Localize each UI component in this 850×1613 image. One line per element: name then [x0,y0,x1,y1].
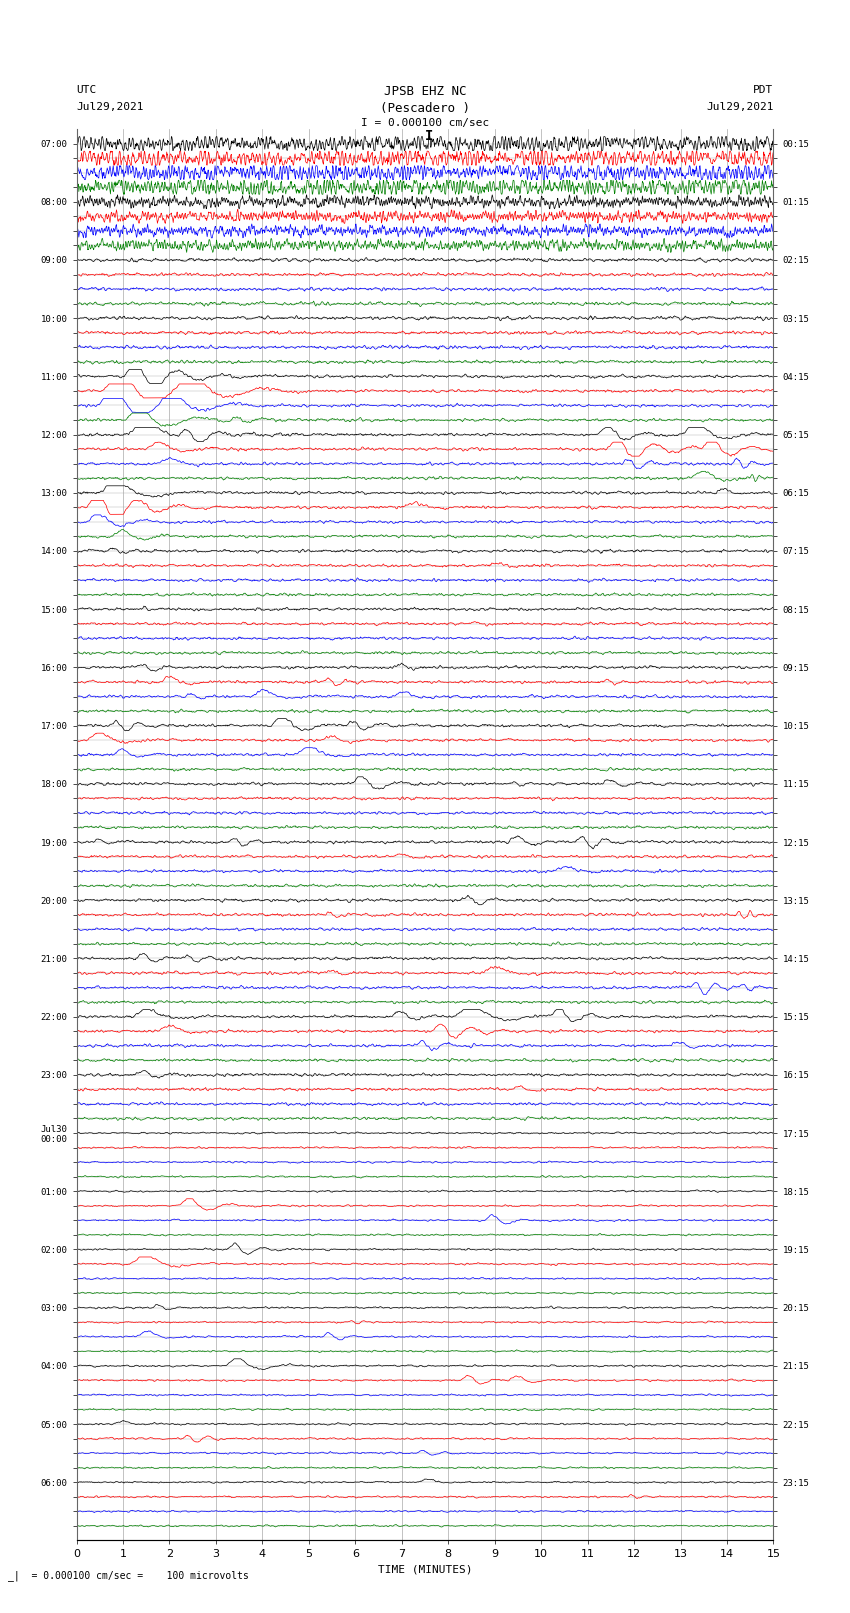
Text: I = 0.000100 cm/sec: I = 0.000100 cm/sec [361,118,489,127]
X-axis label: TIME (MINUTES): TIME (MINUTES) [377,1565,473,1574]
Text: (Pescadero ): (Pescadero ) [380,102,470,115]
Text: _|  = 0.000100 cm/sec =    100 microvolts: _| = 0.000100 cm/sec = 100 microvolts [8,1569,249,1581]
Text: JPSB EHZ NC: JPSB EHZ NC [383,85,467,98]
Text: I: I [425,129,434,144]
Text: Jul29,2021: Jul29,2021 [706,102,774,111]
Text: PDT: PDT [753,85,774,95]
Text: UTC: UTC [76,85,97,95]
Text: Jul29,2021: Jul29,2021 [76,102,144,111]
